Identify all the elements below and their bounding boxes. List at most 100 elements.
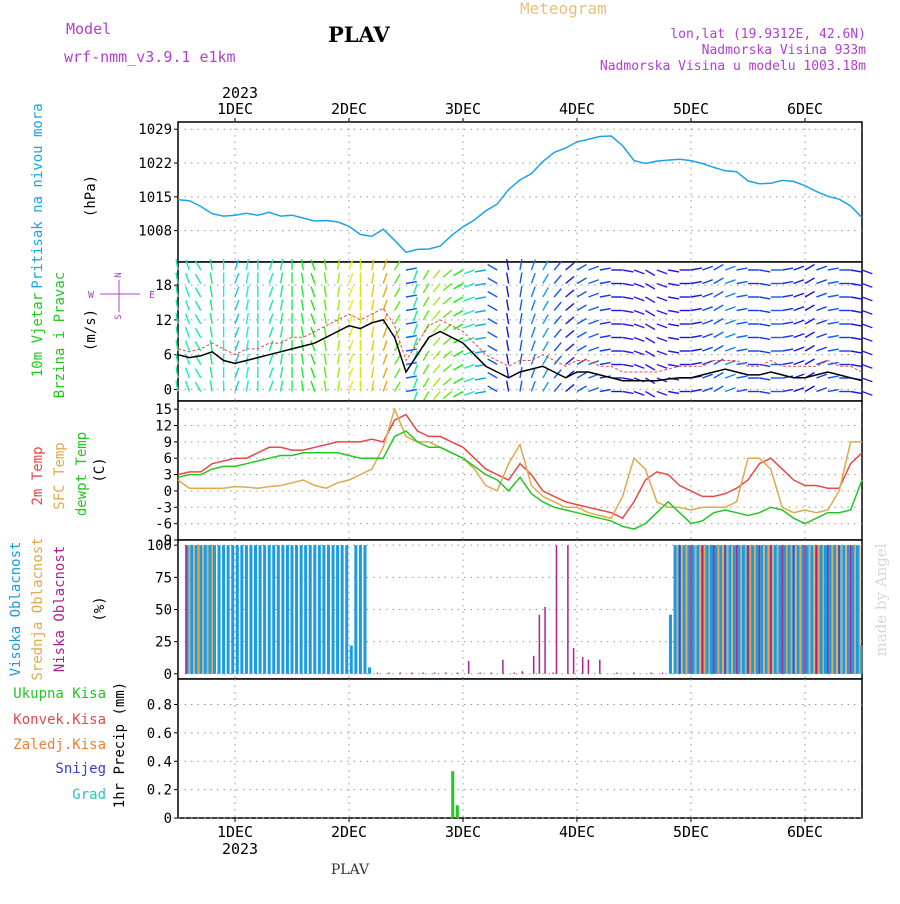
wind-arrow <box>861 377 873 383</box>
wind-arrow <box>861 390 873 396</box>
product-title: Meteogram <box>520 0 607 18</box>
wind-arrow <box>668 282 680 287</box>
low-bar <box>633 672 635 674</box>
mid-bar <box>786 545 788 674</box>
wind-arrow <box>633 309 645 315</box>
hi2-bar <box>710 545 714 674</box>
y-tick-label: 0.2 <box>147 783 172 799</box>
high-bar <box>290 545 294 674</box>
low-bar <box>555 545 558 674</box>
wind-arrow <box>422 391 430 402</box>
legend-snow: Snijeg <box>55 761 106 777</box>
wind-arrow <box>209 272 213 284</box>
wind-arrow <box>702 279 713 285</box>
wind-arrow <box>279 259 284 271</box>
wind-arrow <box>622 377 634 381</box>
wind-arrow <box>542 368 549 379</box>
wind-arrow <box>234 380 240 392</box>
wind-arrow <box>194 327 202 338</box>
low-bar <box>490 672 493 674</box>
wind-arrow <box>310 286 316 298</box>
hi2-bar <box>828 545 832 674</box>
wind-arrow <box>336 380 341 392</box>
wind-arrow <box>645 336 656 344</box>
wind-arrow <box>474 282 486 287</box>
mid-bar <box>744 545 747 674</box>
wind-arrow <box>759 269 771 273</box>
wind-arrow <box>209 299 213 311</box>
mid-bar <box>799 545 802 674</box>
wind-arrow <box>702 346 713 352</box>
high-bar <box>222 545 226 674</box>
hi2-bar <box>682 545 686 674</box>
wind-arrow <box>474 269 486 273</box>
wind-arrow <box>506 272 510 284</box>
wind-arrow <box>453 269 464 277</box>
hi2-bar <box>741 545 745 674</box>
high-bar <box>226 545 230 674</box>
wind-arrow <box>599 294 611 298</box>
wind-arrow <box>759 350 771 354</box>
wind-arrow <box>348 313 354 325</box>
wind-arrow <box>782 334 794 339</box>
high-bar <box>244 545 248 674</box>
wind-arrow <box>736 375 748 379</box>
mid-bar <box>767 545 770 674</box>
wind-arrow <box>656 363 668 369</box>
wind-arrow <box>453 296 464 304</box>
low-bar <box>185 545 187 674</box>
high-bar <box>212 545 216 674</box>
wind-arrow <box>323 380 327 392</box>
low-bar <box>650 672 652 674</box>
mid-bar <box>699 545 701 674</box>
high-bar <box>285 545 289 674</box>
wind-arrow <box>850 390 862 395</box>
low-bar <box>502 659 504 674</box>
wind-arrow <box>422 296 430 307</box>
wind-arrow <box>633 323 645 329</box>
wind-arrow <box>645 390 656 398</box>
wind-arrow <box>442 350 453 359</box>
wind-arrow <box>576 385 587 393</box>
wind-arrow <box>759 282 771 287</box>
wind-arrow <box>348 259 354 271</box>
wind-arrow <box>565 329 575 339</box>
wind-arrow <box>300 353 305 365</box>
legend-total-rain: Ukupna Kisa <box>13 686 106 702</box>
high-bar <box>331 545 335 674</box>
wind-arrow <box>209 367 213 379</box>
precip-panel: 0 0.2 0.4 0.6 0.8 <box>147 678 863 827</box>
wind-arrow <box>336 340 341 352</box>
wind-arrow <box>702 360 713 366</box>
wind-arrow <box>348 380 354 392</box>
wind-arrow <box>759 363 771 368</box>
legend-frozen-rain: Zaledj.Kisa <box>13 737 106 753</box>
wind-arrow <box>588 333 599 339</box>
wind-arrow <box>713 331 724 339</box>
mid-bar <box>795 545 797 674</box>
wind-arrow <box>234 272 240 284</box>
wind-arrow <box>487 385 498 393</box>
y-tick-label: 18 <box>155 278 172 294</box>
low-bar <box>690 545 692 674</box>
wind-arrow <box>393 273 401 284</box>
total-bar <box>451 771 455 818</box>
wind-arrow <box>442 269 453 278</box>
wind-arrow <box>348 299 354 311</box>
wind-arrow <box>542 260 549 271</box>
wind-arrow <box>442 336 453 346</box>
wind-arrow <box>519 313 523 325</box>
y-tick-label: 75 <box>155 570 172 586</box>
date-tick-label: 6DEC <box>787 823 823 841</box>
low-bar <box>422 672 424 674</box>
wind-arrow <box>553 328 562 338</box>
wind-arrow <box>175 272 179 284</box>
hi2-bar <box>728 545 732 674</box>
wind-arrow <box>194 287 202 298</box>
high-bar <box>199 545 203 674</box>
wind-arrow <box>530 326 536 338</box>
wind-arrow <box>442 377 453 386</box>
wind-arrow <box>519 367 523 379</box>
wind-arrow <box>576 358 587 366</box>
wind-arrow <box>622 336 634 341</box>
